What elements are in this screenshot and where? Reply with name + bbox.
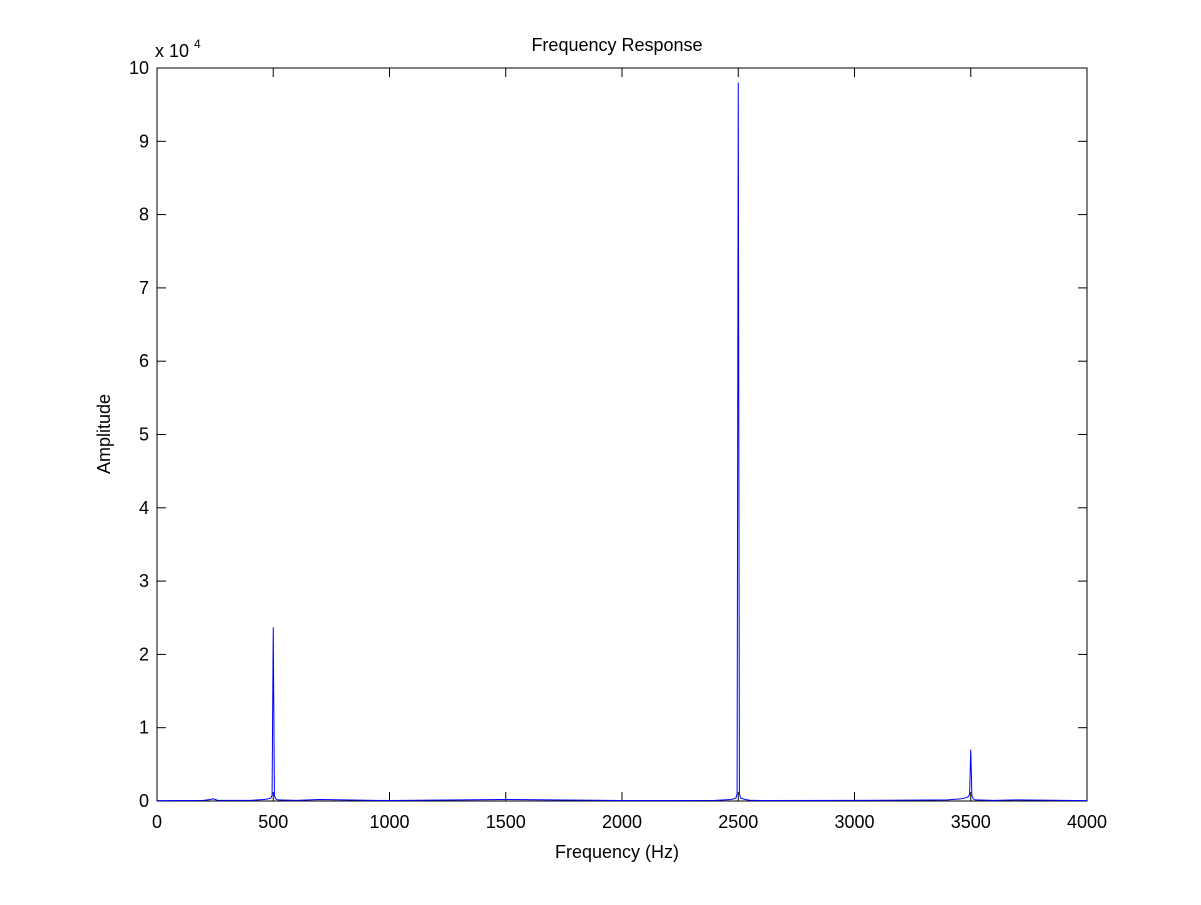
y-tick-label: 1 [139, 718, 149, 738]
y-tick-label: 3 [139, 571, 149, 591]
y-tick-label: 9 [139, 131, 149, 151]
x-tick-label: 500 [258, 812, 288, 832]
x-tick-label: 2000 [602, 812, 642, 832]
y-axis-multiplier: x 10 4 [155, 37, 201, 61]
plot-area-frame [156, 67, 1088, 802]
x-axis-label: Frequency (Hz) [555, 842, 679, 862]
x-tick-label: 4000 [1067, 812, 1107, 832]
y-tick-label: 4 [139, 498, 149, 518]
x-tick-label: 1500 [486, 812, 526, 832]
y-tick-label: 2 [139, 644, 149, 664]
y-tick-label: 8 [139, 205, 149, 225]
y-tick-label: 10 [129, 58, 149, 78]
chart-title: Frequency Response [531, 35, 702, 55]
x-tick-label: 3000 [834, 812, 874, 832]
y-tick-label: 6 [139, 351, 149, 371]
y-tick-label: 5 [139, 425, 149, 445]
y-axis-multiplier-base: x 10 [155, 41, 189, 61]
x-tick-label: 3500 [951, 812, 991, 832]
x-tick-label: 1000 [369, 812, 409, 832]
x-tick-label: 2500 [718, 812, 758, 832]
y-axis-multiplier-exponent: 4 [194, 37, 201, 51]
y-tick-label: 7 [139, 278, 149, 298]
y-axis-label: Amplitude [94, 394, 114, 474]
y-tick-label: 0 [139, 791, 149, 811]
x-tick-label: 0 [152, 812, 162, 832]
series-line-0 [156, 82, 1088, 802]
